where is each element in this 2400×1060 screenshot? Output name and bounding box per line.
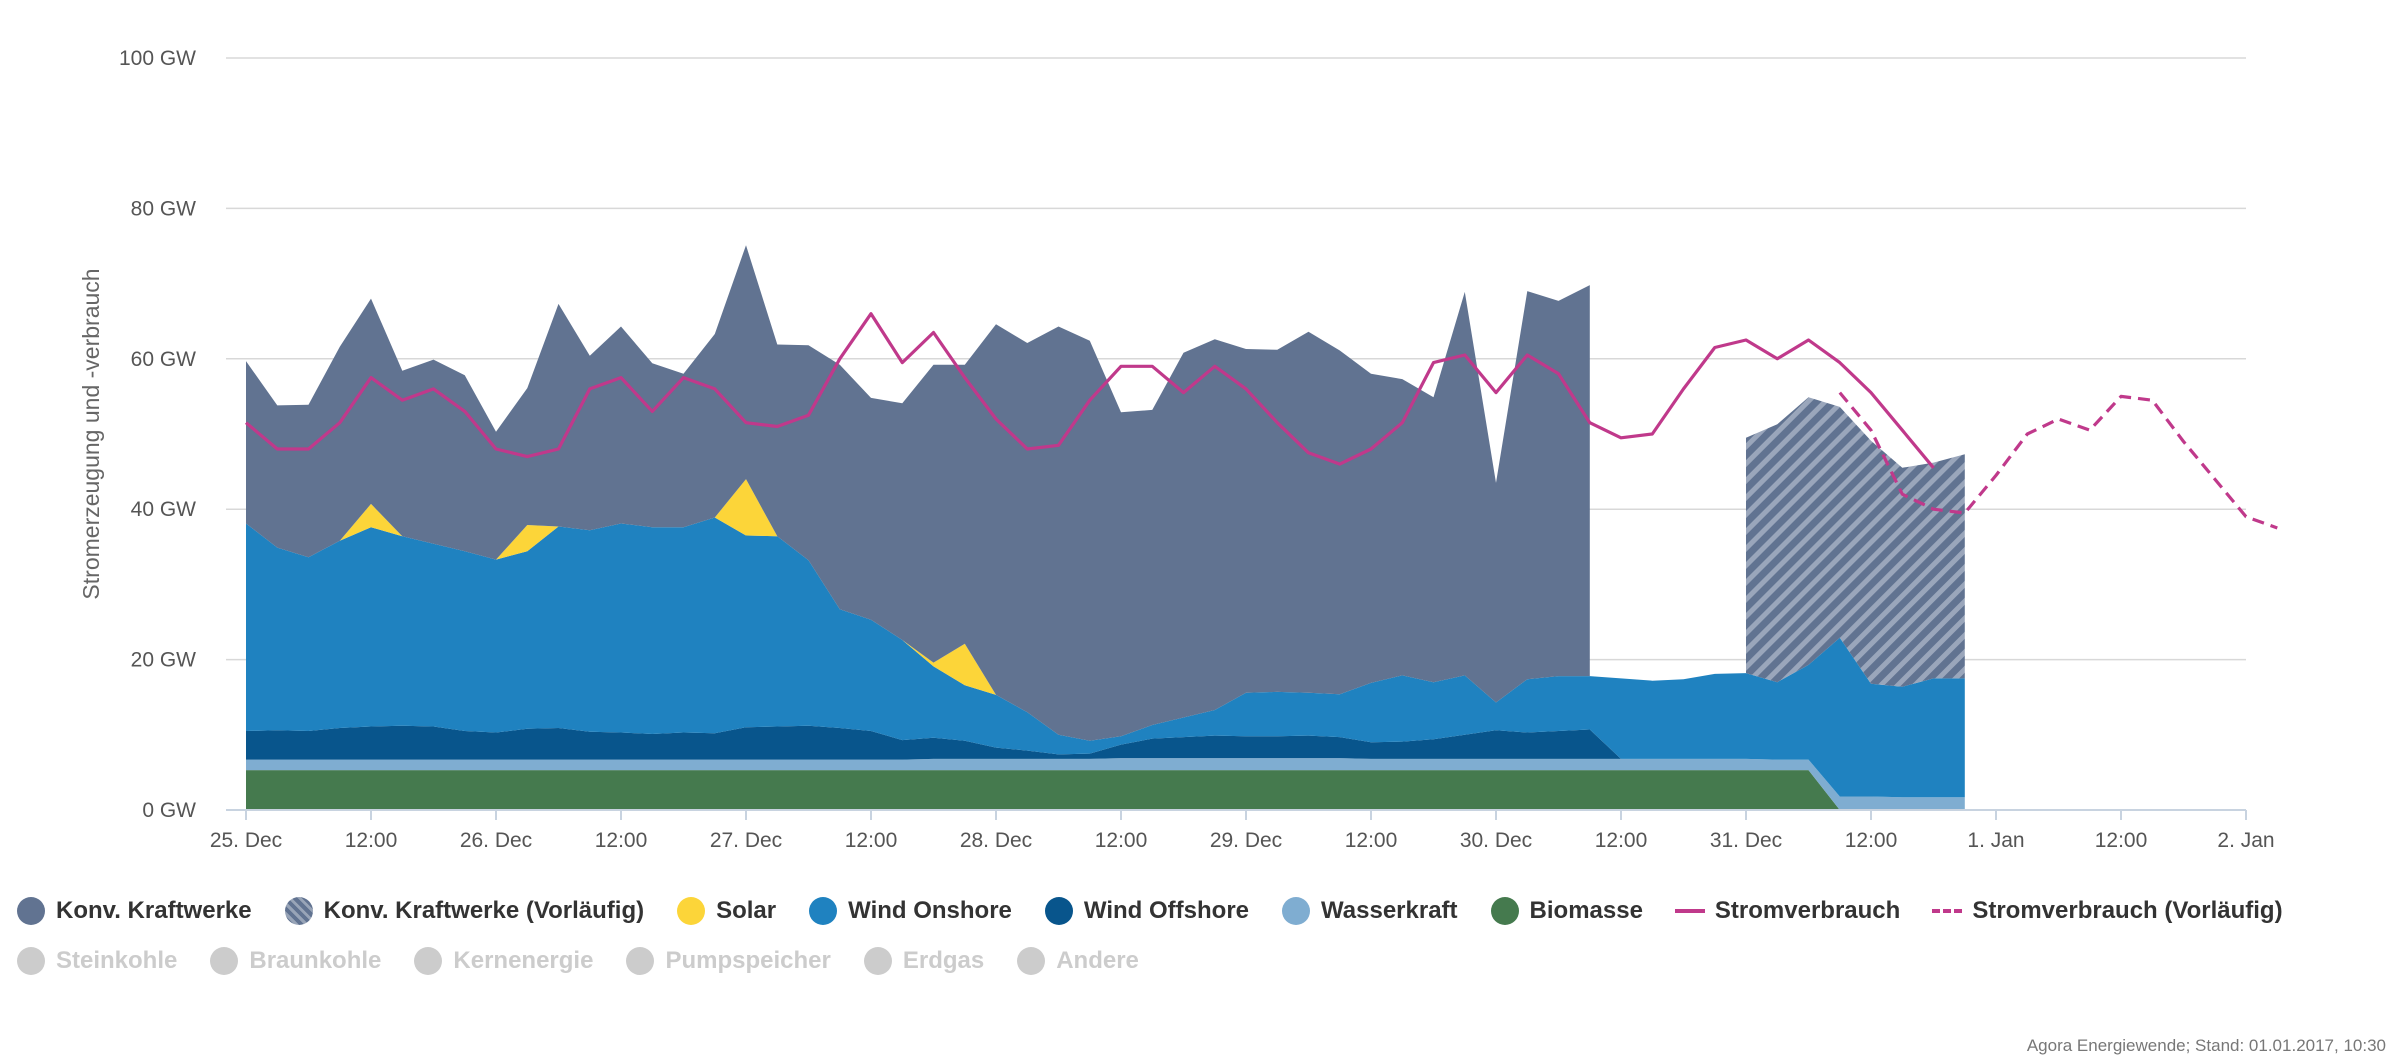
legend-label: Wind Offshore [1083, 897, 1250, 924]
x-tick-label: 28. Dec [960, 829, 1032, 852]
legend-label: Braunkohle [249, 947, 382, 974]
legend-symbol [1674, 896, 1705, 926]
legend-item[interactable]: Stromverbrauch [1674, 896, 1901, 926]
legend: Konv. Kraftwerke Konv. Kraftwerke (Vorläu… [16, 886, 2386, 986]
legend-symbol [1490, 896, 1520, 926]
legend-label: Kernenergie [453, 947, 594, 974]
legend-symbol [863, 946, 893, 976]
legend-item[interactable]: Wind Onshore [808, 896, 1012, 926]
legend-label: Stromverbrauch [1714, 897, 1901, 924]
legend-item[interactable]: Kernenergie [413, 946, 593, 976]
legend-item[interactable]: Pumpspeicher [625, 946, 831, 976]
legend-item[interactable]: Wind Offshore [1044, 896, 1249, 926]
legend-label: Erdgas [902, 947, 985, 974]
x-tick-label: 12:00 [1095, 829, 1148, 852]
legend-item[interactable]: Erdgas [863, 946, 984, 976]
axes: 0 GW 20 GW 40 GW 60 GW 80 GW 100 GW 25. Dec 12:… [119, 47, 2275, 852]
legend-symbol [16, 946, 46, 976]
legend-symbol [1044, 896, 1074, 926]
area-konv-kraftwerke [246, 245, 1590, 741]
x-tick-label: 29. Dec [1210, 829, 1282, 852]
legend-item[interactable]: Steinkohle [16, 946, 177, 976]
legend-label: Steinkohle [56, 947, 178, 974]
x-tick-label: 12:00 [1595, 829, 1648, 852]
chart: 0 GW 20 GW 40 GW 60 GW 80 GW 100 GW 25. Dec 12:… [78, 47, 2278, 852]
area-konv-kraftwerke-vorl-ufig [1746, 397, 1965, 687]
legend-item[interactable]: Biomasse [1490, 896, 1643, 926]
legend-row-inactive: Steinkohle Braunkohle Kernenergie Pumpspeic… [16, 936, 2386, 986]
y-tick-label: 0 GW [142, 799, 196, 822]
legend-item[interactable]: Braunkohle [209, 946, 381, 976]
source-credit: Agora Energiewende; Stand: 01.01.2017, 1… [2026, 1036, 2386, 1055]
x-tick-label: 2. Jan [2217, 829, 2274, 852]
legend-label: Biomasse [1529, 897, 1643, 924]
legend-label: Stromverbrauch (Vorläufig) [1972, 897, 2283, 924]
consumption-lines [244, 312, 2278, 530]
x-tick-label: 12:00 [2095, 829, 2148, 852]
x-tick-label: 31. Dec [1710, 829, 1782, 852]
line-stromverbrauch [244, 312, 1935, 469]
x-tick-label: 12:00 [595, 829, 648, 852]
legend-label: Solar [716, 897, 777, 924]
legend-symbol [808, 896, 838, 926]
legend-item[interactable]: Konv. Kraftwerke (Vorläufig) [284, 896, 644, 926]
x-tick-label: 25. Dec [210, 829, 282, 852]
stacked-areas [246, 245, 1965, 810]
y-tick-label: 40 GW [131, 498, 197, 521]
x-tick-label: 12:00 [345, 829, 398, 852]
line-stromverbrauch-vorlaeufig [1838, 391, 2278, 530]
legend-symbol [1281, 896, 1311, 926]
legend-item[interactable]: Solar [676, 896, 776, 926]
x-tick-label: 26. Dec [460, 829, 532, 852]
y-tick-label: 20 GW [131, 649, 197, 672]
y-tick-label: 80 GW [131, 197, 197, 220]
x-tick-label: 12:00 [845, 829, 898, 852]
y-tick-label: 100 GW [119, 47, 196, 70]
legend-item[interactable]: Stromverbrauch (Vorläufig) [1932, 896, 2283, 926]
area-biomasse [246, 770, 1840, 810]
legend-symbol [676, 896, 706, 926]
legend-label: Wind Onshore [848, 897, 1012, 924]
area-wind-offshore [246, 725, 1621, 760]
legend-symbol [1932, 896, 1963, 926]
legend-item[interactable]: Andere [1016, 946, 1139, 976]
legend-label: Konv. Kraftwerke (Vorläufig) [323, 897, 645, 924]
x-tick-label: 30. Dec [1460, 829, 1532, 852]
legend-symbol [209, 946, 239, 976]
x-tick-label: 12:00 [1345, 829, 1398, 852]
y-tick-label: 60 GW [131, 348, 197, 371]
area-wasserkraft [246, 758, 1965, 810]
y-axis-title: Stromerzeugung und -verbrauch [78, 268, 104, 599]
legend-symbol [284, 896, 314, 926]
x-tick-label: 27. Dec [710, 829, 782, 852]
legend-symbol [413, 946, 443, 976]
legend-label: Konv. Kraftwerke [56, 897, 252, 924]
legend-item[interactable]: Konv. Kraftwerke [16, 896, 252, 926]
x-tick-label: 12:00 [1845, 829, 1898, 852]
legend-symbol [625, 946, 655, 976]
legend-item[interactable]: Wasserkraft [1281, 896, 1458, 926]
area-wind-onshore [246, 517, 1965, 798]
legend-symbol [16, 896, 46, 926]
legend-row-active: Konv. Kraftwerke Konv. Kraftwerke (Vorläu… [16, 886, 2386, 936]
legend-label: Wasserkraft [1321, 897, 1458, 924]
legend-label: Pumpspeicher [665, 947, 831, 974]
x-tick-label: 1. Jan [1967, 829, 2024, 852]
legend-label: Andere [1056, 947, 1139, 974]
legend-symbol [1016, 946, 1046, 976]
